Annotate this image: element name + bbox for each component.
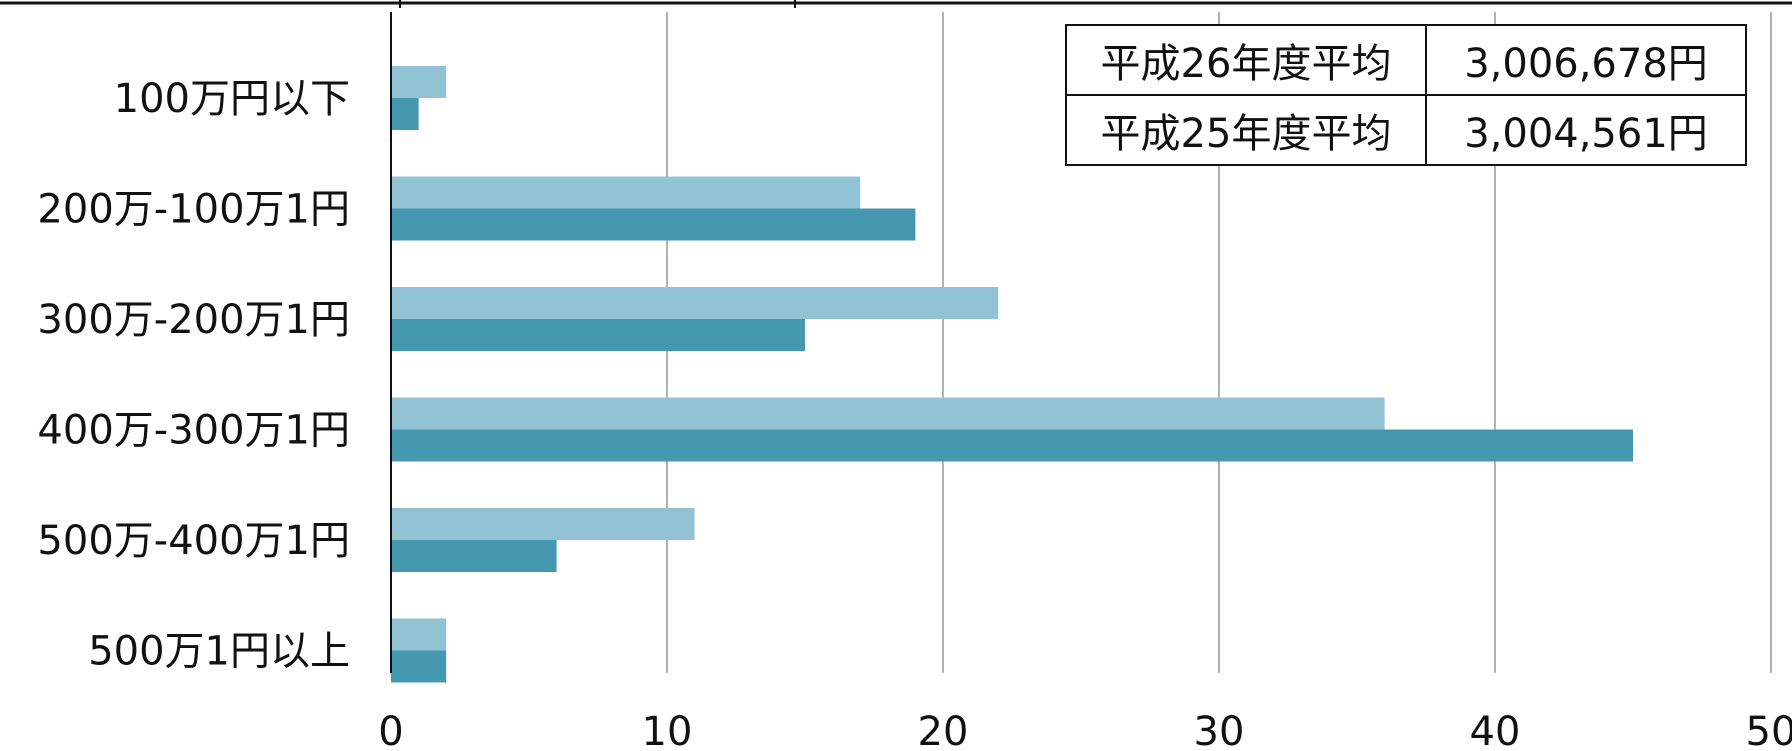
category-label: 500万-400万1円 xyxy=(37,518,350,564)
table-row: 平成26年度平均 3,006,678円 xyxy=(1065,24,1747,96)
category-label: 100万円以下 xyxy=(114,76,350,122)
bar xyxy=(391,429,1633,462)
x-tick-label: 10 xyxy=(642,709,693,751)
bar xyxy=(391,540,557,572)
category-label: 400万-300万1円 xyxy=(37,408,350,454)
category-label: 300万-200万1円 xyxy=(37,297,350,343)
bars xyxy=(391,66,1633,683)
bar xyxy=(391,176,861,209)
x-tick-label: 50 xyxy=(1746,709,1792,751)
bar xyxy=(391,66,447,98)
category-label: 500万1円以上 xyxy=(88,629,350,675)
row-label: 平成25年度平均 xyxy=(1065,94,1427,166)
average-income-table: 平成26年度平均 3,006,678円 平成25年度平均 3,004,561円 xyxy=(1065,24,1747,166)
table-row: 平成25年度平均 3,004,561円 xyxy=(1065,94,1747,166)
x-tick-label: 0 xyxy=(378,709,403,751)
row-label: 平成26年度平均 xyxy=(1065,24,1427,96)
category-labels: 100万円以下 200万-100万1円 300万-200万1円 400万-300万1円… xyxy=(37,76,350,675)
bar xyxy=(391,287,999,319)
x-tick-label: 40 xyxy=(1470,709,1521,751)
bar xyxy=(391,319,805,351)
row-value: 3,006,678円 xyxy=(1425,24,1747,96)
bar xyxy=(391,618,447,651)
bar xyxy=(391,650,447,683)
tick-labels: 0 10 20 30 40 50 xyxy=(378,709,1792,751)
x-tick-label: 20 xyxy=(918,709,969,751)
category-label: 200万-100万1円 xyxy=(37,187,350,233)
bar xyxy=(391,208,916,241)
bar xyxy=(391,397,1385,430)
x-tick-label: 30 xyxy=(1194,709,1245,751)
row-value: 3,004,561円 xyxy=(1425,94,1747,166)
bar xyxy=(391,508,695,540)
bar xyxy=(391,98,419,130)
